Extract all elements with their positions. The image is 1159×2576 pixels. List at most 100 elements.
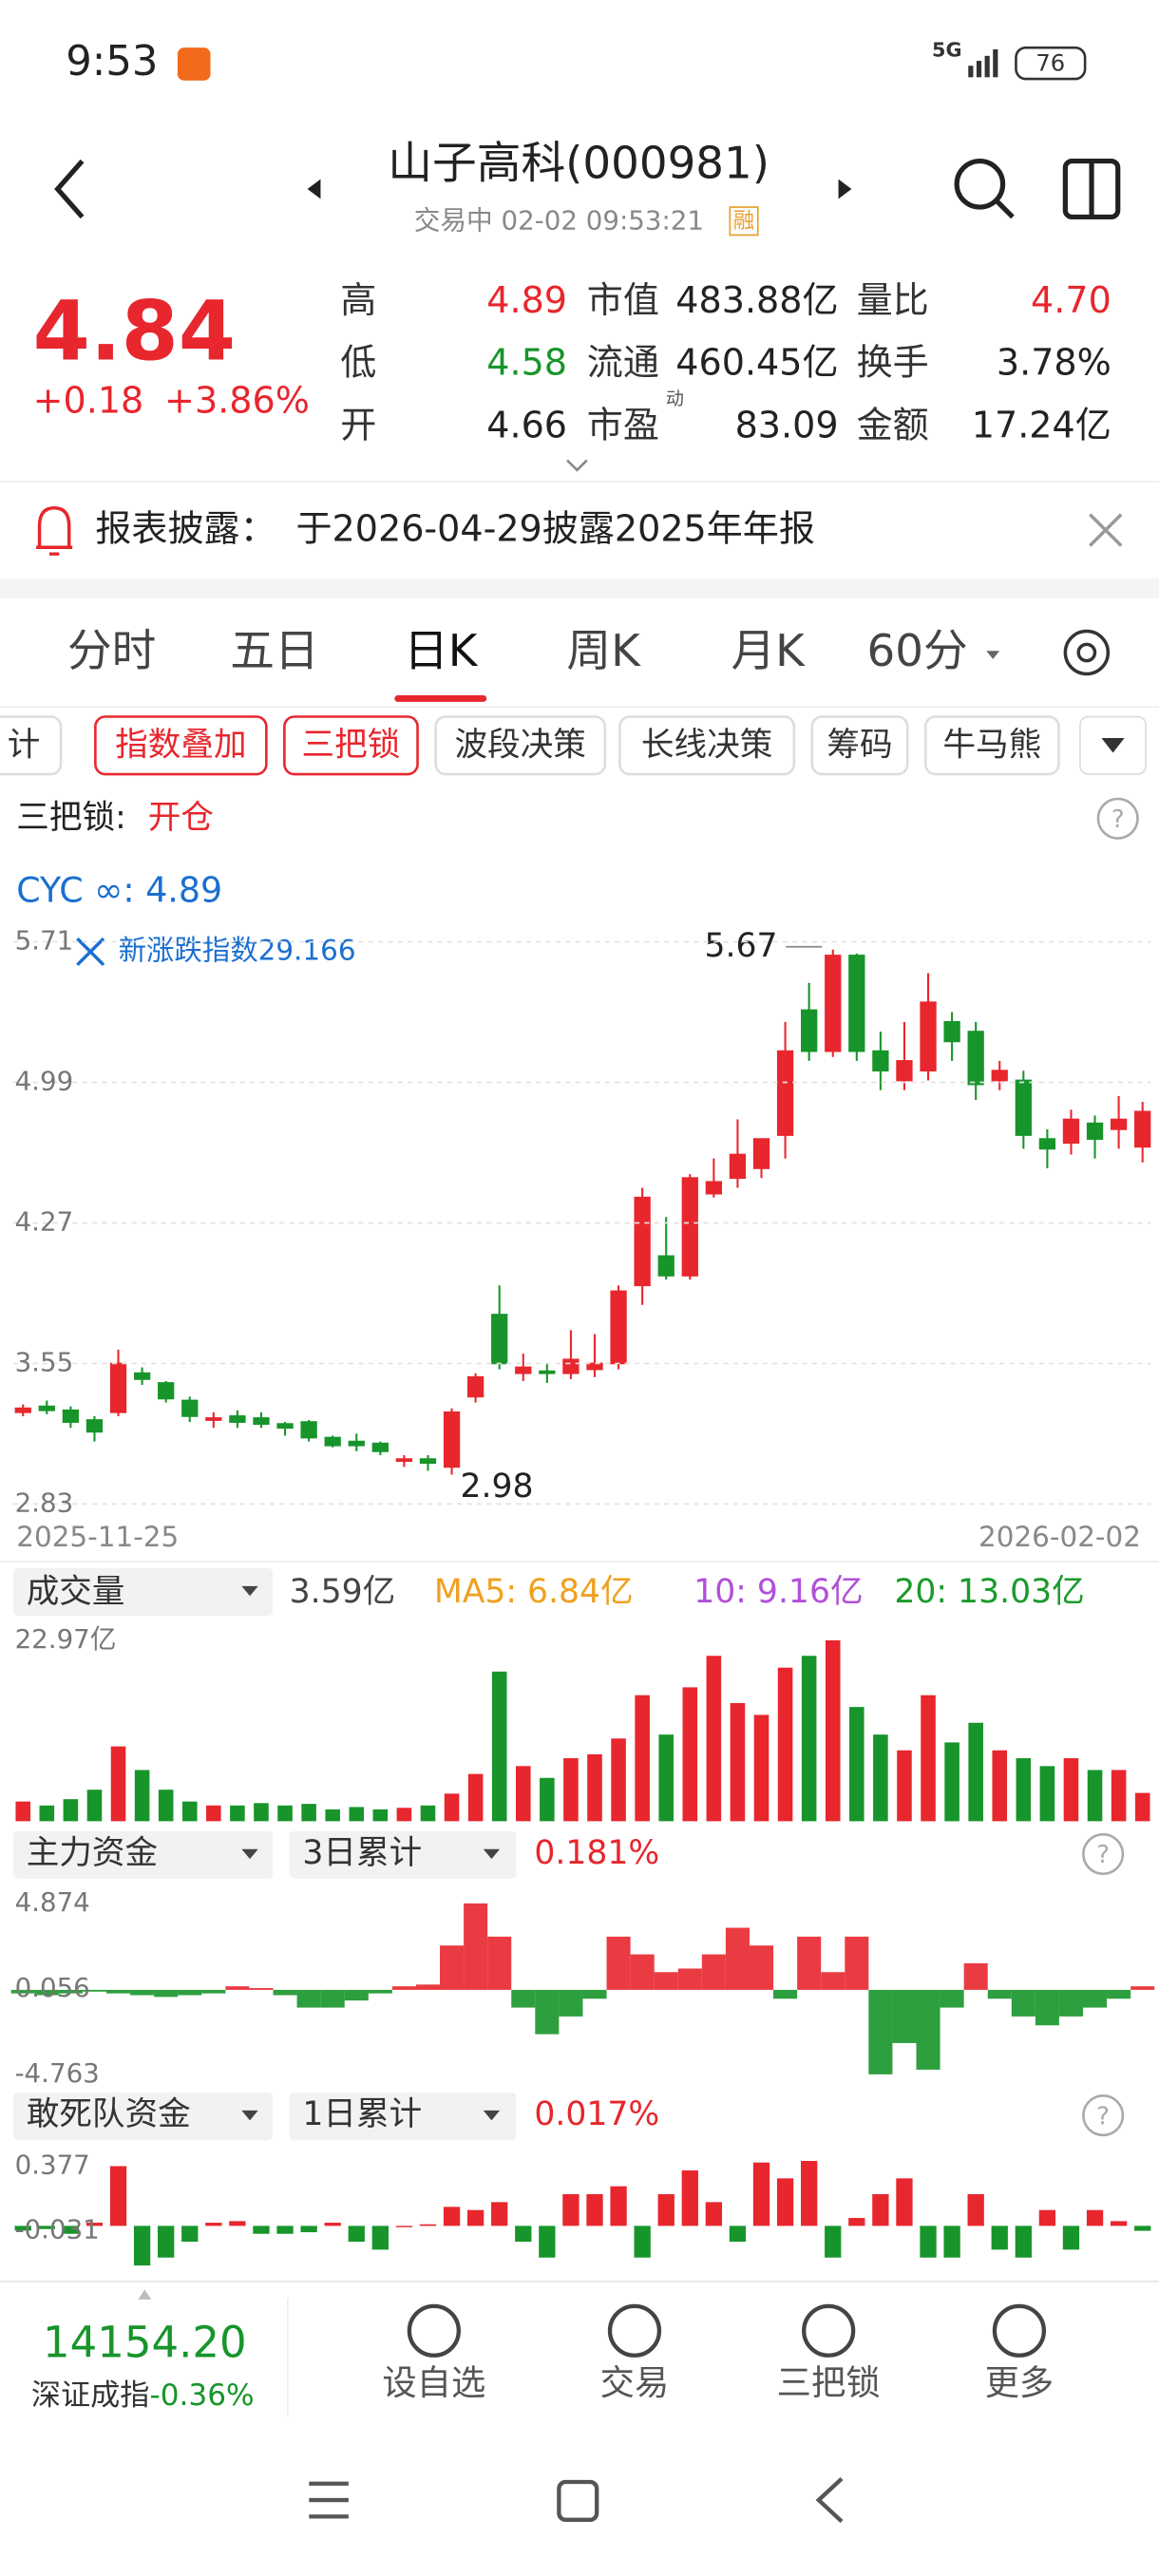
flow-bar bbox=[105, 1989, 131, 1994]
indicator-tab-box[interactable] bbox=[0, 715, 63, 776]
next-stock[interactable] bbox=[838, 179, 852, 199]
nav-label[interactable]: 三把锁 bbox=[777, 2362, 881, 2403]
volume-bar bbox=[134, 1770, 150, 1822]
overlay-close[interactable] bbox=[76, 937, 105, 967]
candle-body bbox=[1015, 1079, 1032, 1136]
volume-bar bbox=[540, 1777, 555, 1822]
flow-selector[interactable]: 主力资金 bbox=[27, 1834, 158, 1872]
volume-selector[interactable]: 成交量 bbox=[27, 1573, 125, 1611]
volume-bar bbox=[277, 1805, 293, 1822]
nav-label[interactable]: 交易 bbox=[600, 2362, 670, 2403]
period-tab[interactable]: 月K bbox=[731, 626, 806, 677]
index-value: 14154.20 bbox=[43, 2317, 247, 2367]
close-notice[interactable] bbox=[1089, 513, 1123, 547]
period-tab[interactable]: 五日 bbox=[230, 626, 318, 677]
indicator-tab-box[interactable] bbox=[618, 715, 796, 776]
more-indicators[interactable] bbox=[1079, 715, 1148, 775]
flow-bar bbox=[776, 2178, 794, 2226]
volume-bar bbox=[63, 1799, 79, 1822]
system-back[interactable] bbox=[815, 2476, 844, 2524]
nav-icon[interactable] bbox=[992, 2303, 1047, 2358]
volume-bar bbox=[968, 1722, 983, 1822]
y-tick-label: 0.056 bbox=[15, 1972, 90, 2003]
volume-bar bbox=[1039, 1766, 1055, 1822]
flow-bar bbox=[1130, 1986, 1155, 1990]
flow-bar bbox=[773, 1989, 798, 1999]
flow-bar bbox=[701, 1954, 726, 1990]
status-time: 9:53 bbox=[66, 38, 158, 85]
nav-label[interactable]: 设自选 bbox=[382, 2362, 485, 2403]
volume-bar bbox=[825, 1639, 841, 1822]
stat-value: 483.88亿 bbox=[675, 279, 838, 321]
flow-bar bbox=[464, 1903, 488, 1990]
indicator-tab-box[interactable] bbox=[810, 715, 909, 776]
flow-bar bbox=[825, 2226, 842, 2258]
indicator-tab[interactable]: 长线决策 bbox=[641, 727, 772, 765]
dare-value: 0.017% bbox=[534, 2095, 659, 2133]
indicator-tab-box[interactable] bbox=[283, 715, 419, 776]
volume-bar bbox=[1087, 1770, 1103, 1822]
search-button[interactable] bbox=[954, 158, 1015, 219]
index-name: 深证成指 bbox=[31, 2378, 150, 2413]
indicator-tab-box[interactable] bbox=[434, 715, 607, 776]
y-tick-label: 5.71 bbox=[15, 925, 74, 957]
flow-bar bbox=[848, 2218, 865, 2226]
volume-bar bbox=[158, 1790, 174, 1822]
chart-panel: 2025-11-25 2026-02-02 5.67 2.98 bbox=[12, 927, 1151, 1553]
volume-bar bbox=[467, 1773, 484, 1822]
dare-period[interactable]: 1日累计 bbox=[302, 2095, 422, 2133]
volume-bar bbox=[349, 1807, 365, 1822]
flow-bar bbox=[515, 2226, 532, 2243]
active-tab-indicator bbox=[394, 694, 487, 702]
layout-button[interactable] bbox=[1062, 158, 1121, 220]
candle-body bbox=[109, 1362, 127, 1413]
indicator-tab[interactable]: 筹码 bbox=[826, 727, 892, 765]
back-button[interactable] bbox=[54, 159, 85, 219]
candle-body bbox=[1134, 1110, 1151, 1148]
indicator-tab[interactable]: 指数叠加 bbox=[115, 727, 246, 765]
flow-bar bbox=[10, 1989, 35, 1994]
indicator-tab-box[interactable] bbox=[923, 715, 1060, 776]
volume-bar bbox=[39, 1805, 55, 1822]
volume-bar bbox=[206, 1805, 221, 1822]
indicator-tab[interactable]: 计 bbox=[8, 727, 41, 765]
flow-bar bbox=[178, 1989, 202, 1996]
flow-bar bbox=[86, 2223, 104, 2226]
flow-period[interactable]: 3日累计 bbox=[302, 1834, 422, 1872]
stat-value: 4.89 bbox=[486, 279, 567, 321]
period-tab[interactable]: 60分 bbox=[867, 626, 968, 677]
tab-dropdown[interactable] bbox=[986, 651, 1000, 659]
home-button[interactable] bbox=[557, 2479, 599, 2522]
indicator-tab-box[interactable] bbox=[94, 715, 268, 776]
candle-body bbox=[348, 1440, 365, 1447]
flow-bar bbox=[491, 2202, 508, 2226]
nav-icon[interactable] bbox=[802, 2303, 856, 2358]
candle-body bbox=[848, 955, 865, 1052]
flow-bar bbox=[296, 1989, 321, 2008]
settings-button[interactable] bbox=[1063, 629, 1111, 676]
volume-bar bbox=[396, 1808, 412, 1822]
flow-bar bbox=[987, 1989, 1012, 1999]
menu-button[interactable] bbox=[309, 2481, 349, 2519]
period-tab[interactable]: 日K bbox=[404, 626, 479, 677]
flow-bar bbox=[892, 1989, 917, 2043]
period-tab[interactable]: 分时 bbox=[67, 626, 156, 677]
dare-selector[interactable]: 敢死队资金 bbox=[27, 2095, 191, 2133]
expand-arrow[interactable] bbox=[566, 459, 588, 472]
chart-panel bbox=[10, 1903, 1155, 2074]
indicator-tab[interactable]: 波段决策 bbox=[455, 727, 586, 765]
help-button[interactable]: ? bbox=[1096, 797, 1139, 840]
indicator-tab[interactable]: 三把锁 bbox=[302, 727, 401, 765]
stat-value: 4.70 bbox=[1031, 279, 1112, 321]
flow-bar bbox=[249, 1988, 274, 1990]
flow-bar bbox=[229, 2221, 246, 2226]
prev-stock[interactable] bbox=[307, 179, 321, 199]
nav-icon[interactable] bbox=[607, 2303, 662, 2358]
period-tab[interactable]: 周K bbox=[566, 626, 641, 677]
nav-label[interactable]: 更多 bbox=[985, 2362, 1054, 2403]
indicator-tab[interactable]: 牛马熊 bbox=[942, 727, 1041, 765]
candle-body bbox=[705, 1181, 723, 1195]
nav-icon[interactable] bbox=[407, 2303, 461, 2358]
stat-label: 市值 bbox=[587, 279, 659, 321]
